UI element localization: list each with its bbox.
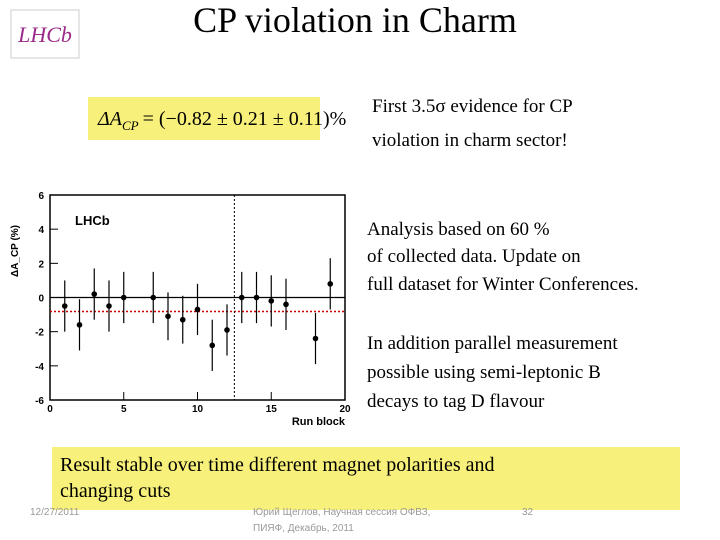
x-tick-label: 20 [339,404,351,415]
y-tick-label: 6 [38,191,44,202]
note-line: First 3.5σ evidence for CP [372,96,573,117]
formula-box [88,97,320,140]
y-tick-label: -4 [35,362,44,373]
note-line: full dataset for Winter Conferences. [367,274,639,295]
footer-page: 32 [522,507,534,518]
data-point [224,327,230,333]
data-point [268,298,275,304]
y-tick-label: -6 [35,396,44,407]
data-point [106,303,112,309]
note-line: decays to tag D flavour [367,391,545,412]
footer-date: 12/27/2011 [30,507,80,518]
y-tick-label: 4 [38,225,44,236]
formula-rhs: = (−0.82 ± 0.21 ± 0.11)% [143,108,347,130]
data-point [238,294,245,301]
chart-label: LHCb [75,213,110,228]
data-point [179,316,186,323]
note-line: Analysis based on 60 % [367,219,550,240]
x-tick-label: 10 [192,404,204,415]
data-point [194,306,201,313]
logo: LHCb [17,22,72,47]
slide-title: CP violation in Charm [193,0,517,40]
note-line: of collected data. Update on [367,246,581,267]
footer-author: ПИЯФ, Декабрь, 2011 [253,522,354,534]
data-point [312,335,319,342]
data-point [91,291,98,297]
summary-box [52,447,680,510]
note-line: In addition parallel measurement [367,333,618,354]
data-point [165,313,171,320]
data-point [209,342,216,349]
data-point [283,301,289,308]
x-tick-label: 15 [266,404,278,415]
footer-author: Юрий Щеглов, Научная сессия ОФВЗ, [253,507,430,518]
x-axis-label: Run block [292,416,346,428]
formula-symbol: ΔA [97,108,123,130]
y-tick-label: 0 [38,294,44,305]
data-point [61,303,68,309]
data-point [150,294,157,301]
data-point [120,294,127,301]
note-line: possible using semi-leptonic B [367,362,601,383]
note-line: violation in charm sector! [372,130,568,151]
data-point [76,322,83,328]
summary-line: changing cuts [60,480,171,502]
logo-frame [10,9,80,59]
summary-line: Result stable over time different magnet… [60,454,495,476]
data-point [327,281,334,287]
y-axis-label: ΔA_CP (%) [10,225,21,277]
data-point [253,294,260,301]
y-tick-label: -2 [35,328,44,339]
formula-subscript: CP [122,118,139,133]
x-tick-label: 5 [121,404,127,415]
x-tick-label: 0 [47,404,53,415]
formula: ΔACP = (−0.82 ± 0.21 ± 0.11)% [97,108,346,133]
y-tick-label: 2 [38,259,44,270]
